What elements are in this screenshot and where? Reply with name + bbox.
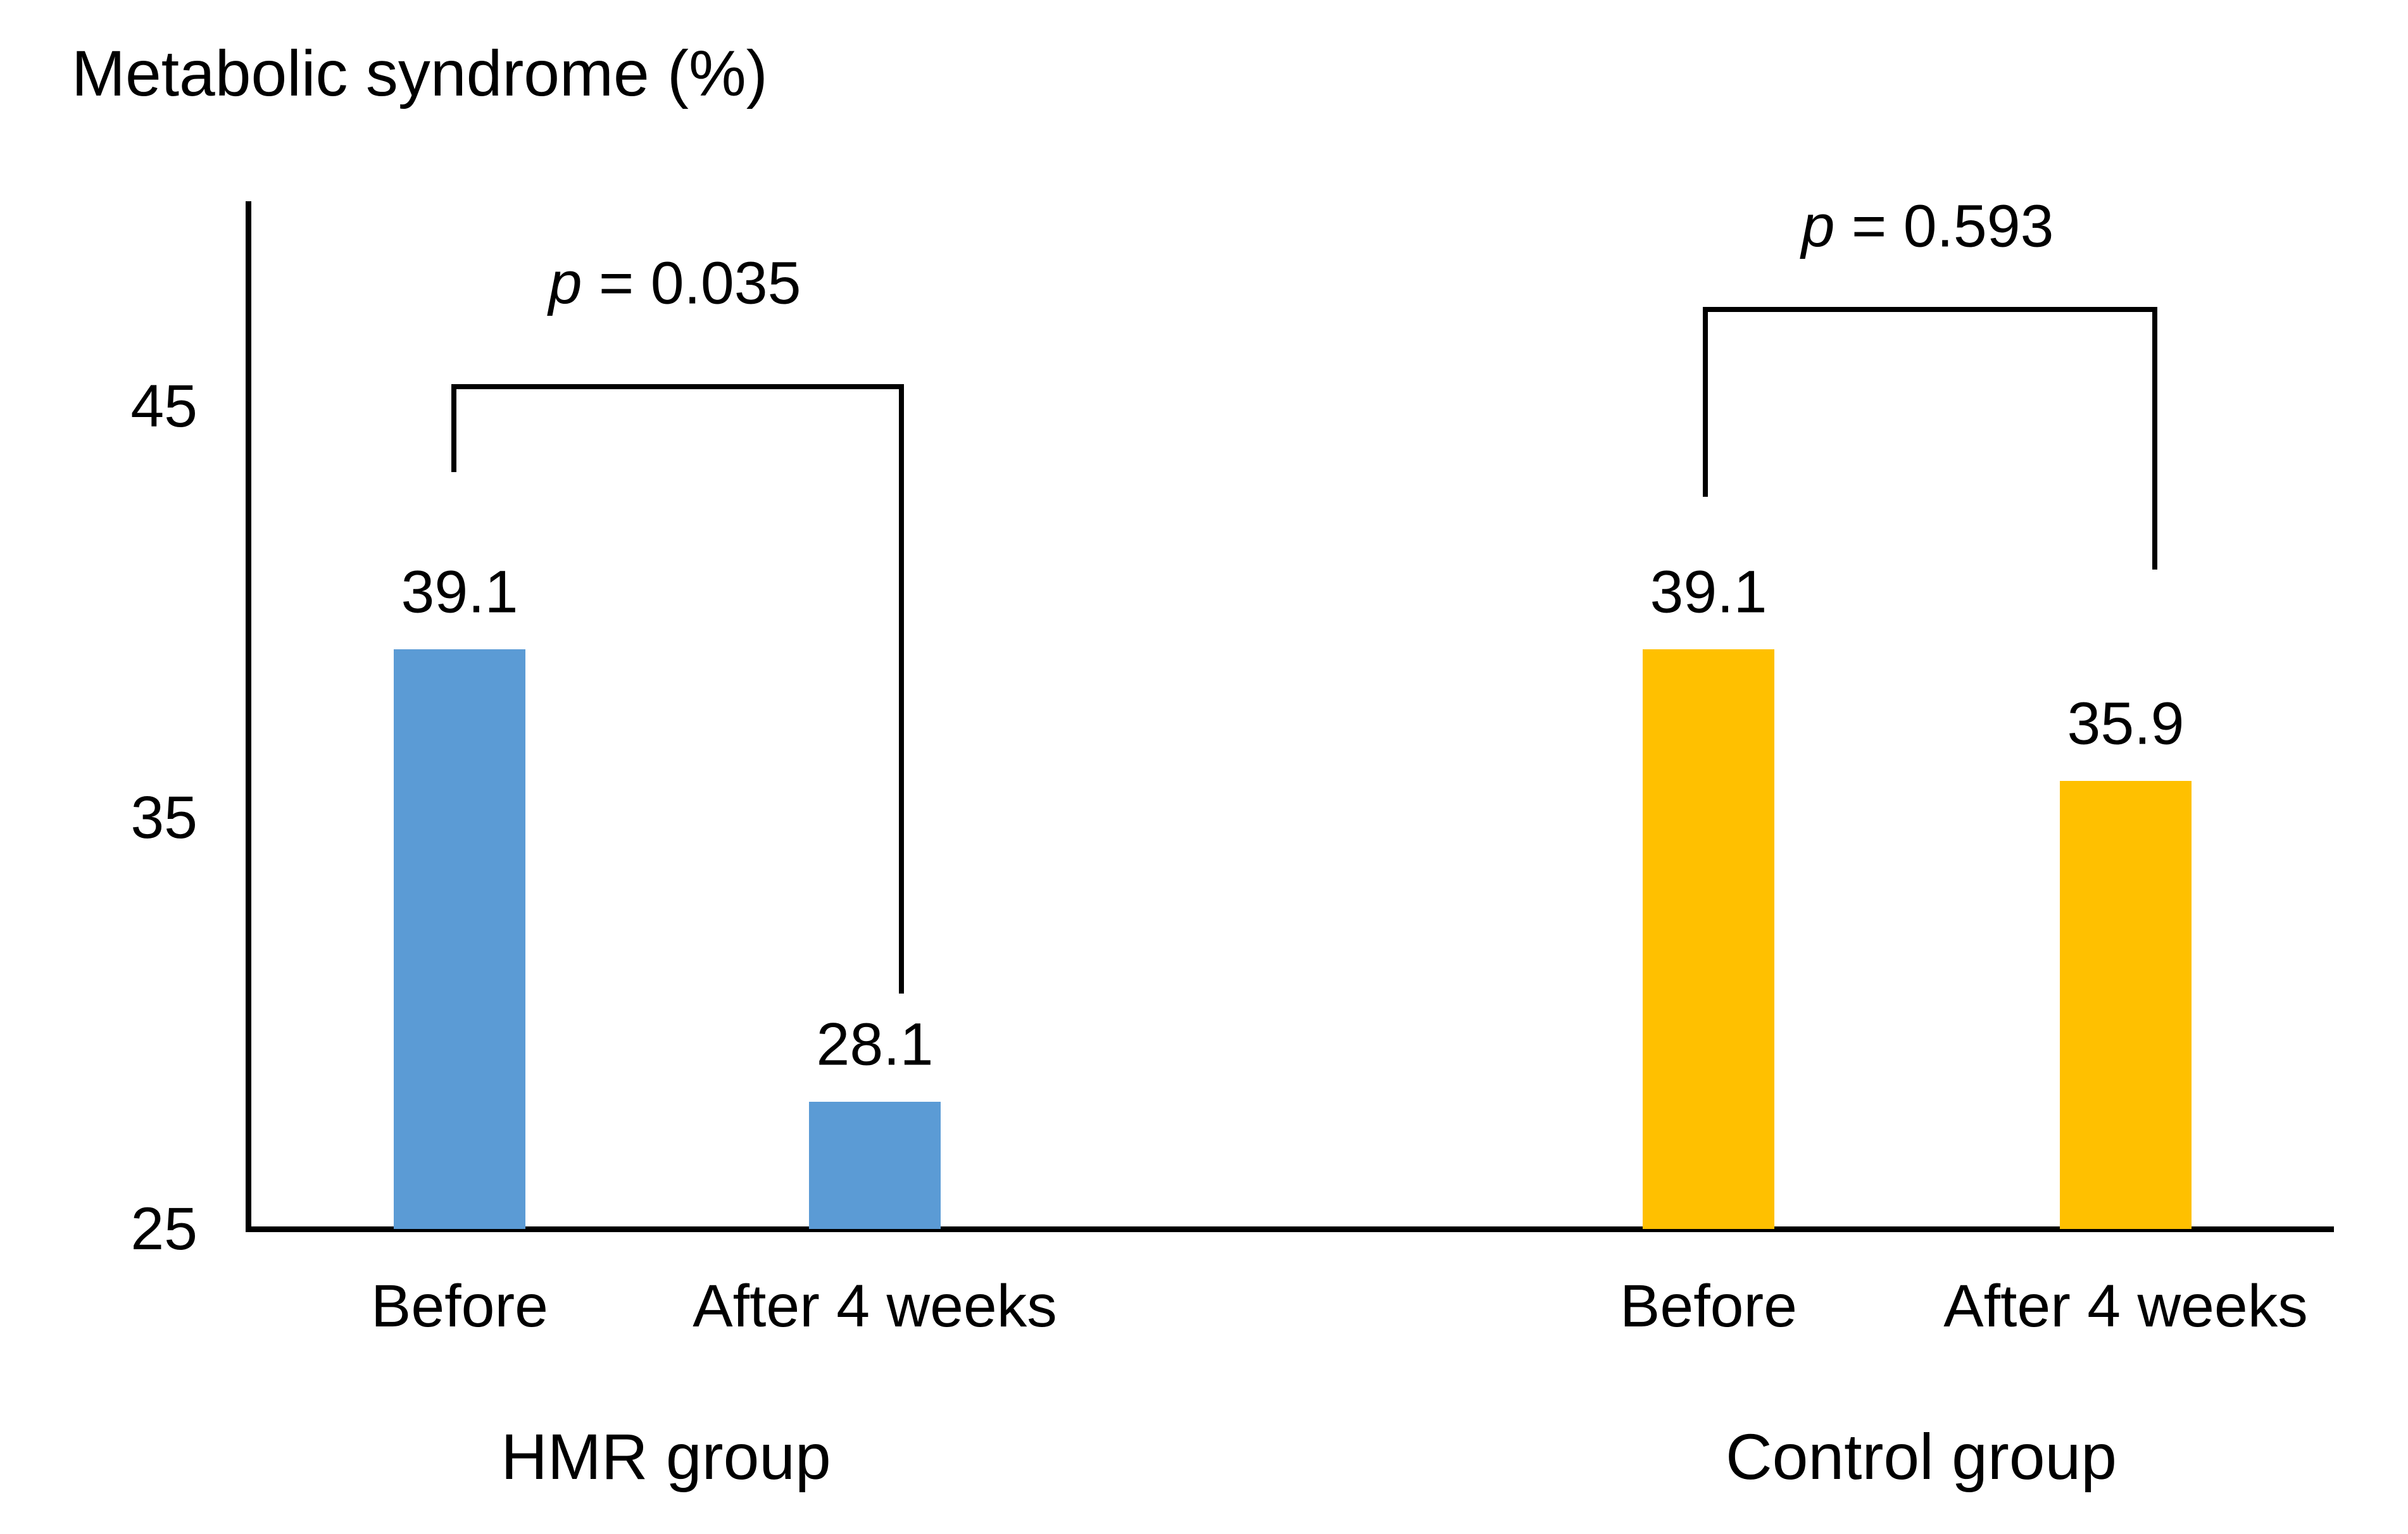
bar-category-label: Before	[371, 1273, 548, 1340]
p-value-label: p = 0.035	[548, 249, 801, 317]
bar	[1643, 649, 1774, 1229]
bar	[809, 1101, 941, 1229]
significance-bracket-right-leg	[899, 384, 904, 994]
group-label: HMR group	[501, 1421, 831, 1493]
bar	[2060, 780, 2192, 1229]
p-value-number: = 0.035	[582, 249, 801, 317]
significance-bracket-top	[451, 384, 904, 389]
p-value-label: p = 0.593	[1801, 192, 2054, 260]
p-value-symbol: p	[548, 249, 582, 317]
y-tick-label: 45	[130, 373, 198, 440]
y-tick-label: 35	[130, 784, 198, 851]
significance-bracket-right-leg	[2152, 307, 2157, 570]
bar-value-label: 39.1	[1650, 558, 1767, 625]
significance-bracket-left-leg	[1703, 307, 1708, 497]
bar-value-label: 35.9	[2067, 690, 2185, 757]
p-value-number: = 0.593	[1834, 192, 2054, 260]
x-axis-line	[246, 1226, 2334, 1232]
bar-value-label: 28.1	[816, 1011, 934, 1078]
y-tick-label: 25	[130, 1195, 198, 1263]
significance-bracket-top	[1703, 307, 2157, 312]
bar-value-label: 39.1	[401, 558, 518, 625]
bar-category-label: Before	[1620, 1273, 1797, 1340]
group-label: Control group	[1725, 1421, 2117, 1493]
chart-title: Metabolic syndrome (%)	[72, 37, 768, 109]
y-axis-line	[246, 201, 251, 1232]
bar-category-label: After 4 weeks	[1943, 1273, 2308, 1340]
p-value-symbol: p	[1801, 192, 1835, 260]
bar-category-label: After 4 weeks	[693, 1273, 1057, 1340]
significance-bracket-left-leg	[451, 384, 456, 472]
bar	[394, 649, 525, 1229]
